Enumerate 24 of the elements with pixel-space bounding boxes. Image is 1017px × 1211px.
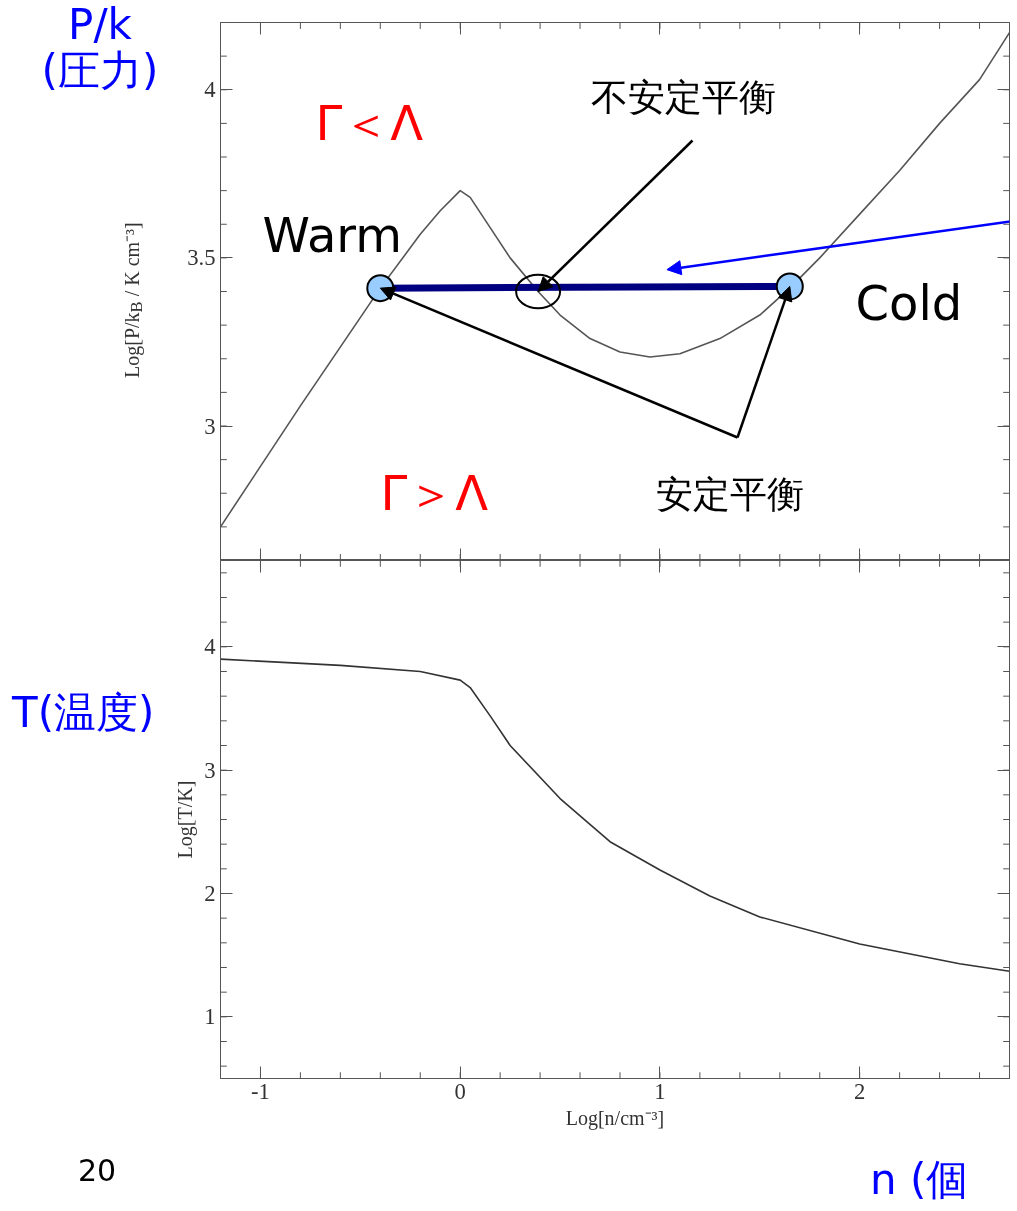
annotation: Γ＞Λ bbox=[380, 464, 489, 521]
x-tick-label: -1 bbox=[251, 1078, 270, 1104]
y-tick-label: 4 bbox=[204, 634, 216, 660]
y-tick-label: 3 bbox=[204, 413, 216, 439]
text: 20 bbox=[77, 1152, 117, 1190]
y-tick-label: 4 bbox=[204, 77, 216, 103]
y-axis-title: Log[T/K] bbox=[174, 780, 198, 859]
y-tick-label: 3.5 bbox=[187, 245, 216, 271]
annotation: Cold bbox=[855, 274, 963, 331]
y-tick-label: 3 bbox=[204, 757, 216, 783]
annotation: Γ＜Λ bbox=[315, 94, 424, 151]
y-tick-label: 2 bbox=[204, 881, 216, 906]
text: T(温度) bbox=[12, 688, 155, 737]
annotation: 不安定平衡 bbox=[590, 74, 776, 119]
x-tick-label: 0 bbox=[454, 1078, 466, 1104]
line-series bbox=[220, 658, 1010, 972]
x-tick-label: 2 bbox=[854, 1078, 866, 1104]
y-tick-label: 1 bbox=[204, 1004, 216, 1030]
annotation: Warm bbox=[262, 206, 402, 263]
annotation: 安定平衡 bbox=[655, 471, 804, 516]
x-axis-title: Log[n/cm⁻³] bbox=[565, 1106, 665, 1130]
text: n (個 bbox=[870, 1154, 969, 1206]
x-tick-label: 1 bbox=[654, 1078, 666, 1104]
text: P/k (圧力) bbox=[40, 0, 160, 95]
